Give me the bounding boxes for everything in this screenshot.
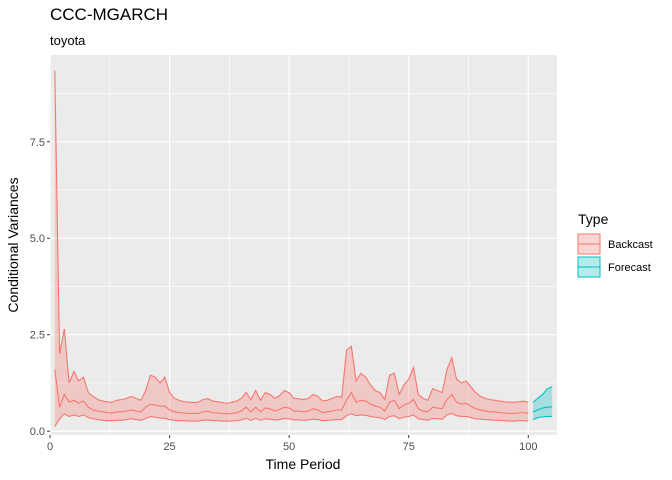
series-forecast (532, 386, 553, 421)
y-axis-title: Conditional Variances (5, 177, 21, 312)
line-inner-backcast (54, 412, 529, 427)
legend-label-forecast: Forecast (608, 262, 651, 274)
ribbon-forecast (533, 386, 553, 420)
x-tick-label: 0 (47, 441, 53, 453)
y-tick-label: 5.0 (30, 233, 45, 245)
legend: Type Backcast Forecast (577, 211, 653, 278)
chart-subtitle: toyota (50, 33, 86, 48)
x-tick-label: 75 (403, 441, 415, 453)
x-tick-label: 50 (283, 441, 295, 453)
grid-major (49, 55, 557, 435)
line-lower-forecast (532, 406, 553, 413)
legend-items: Backcast Forecast (577, 233, 653, 278)
y-axis: 0.0 2.5 5.0 7.5 (30, 137, 50, 438)
line-upper-forecast (532, 386, 553, 403)
grid-minor (50, 55, 557, 435)
x-tick-label: 25 (163, 441, 175, 453)
y-tick-label: 2.5 (30, 330, 45, 342)
legend-item-forecast: Forecast (577, 256, 651, 278)
legend-label-backcast: Backcast (608, 239, 653, 251)
x-tick-label: 100 (519, 441, 537, 453)
legend-title: Type (578, 211, 609, 227)
line-upper-backcast (54, 70, 529, 404)
line-inner-forecast (532, 415, 553, 421)
y-tick-label: 0.0 (30, 426, 45, 438)
legend-item-backcast: Backcast (577, 233, 653, 255)
y-tick-label: 7.5 (30, 137, 45, 149)
series-layer (54, 70, 553, 427)
series-backcast (54, 70, 529, 427)
x-axis: 0 25 50 75 100 (47, 435, 537, 453)
line-lower-backcast (54, 369, 529, 415)
plot-panel (50, 55, 557, 435)
x-axis-title: Time Period (266, 456, 341, 472)
chart-title: CCC-MGARCH (50, 5, 168, 24)
